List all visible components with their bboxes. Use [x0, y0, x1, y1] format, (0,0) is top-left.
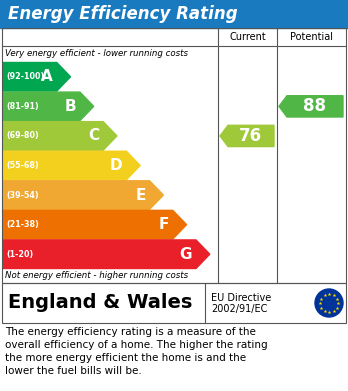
Polygon shape	[3, 63, 71, 91]
Text: EU Directive: EU Directive	[211, 293, 271, 303]
Circle shape	[315, 289, 343, 317]
Text: 76: 76	[239, 127, 262, 145]
Text: (81-91): (81-91)	[6, 102, 39, 111]
Text: E: E	[135, 188, 145, 203]
Text: Very energy efficient - lower running costs: Very energy efficient - lower running co…	[5, 49, 188, 58]
Text: overall efficiency of a home. The higher the rating: overall efficiency of a home. The higher…	[5, 340, 268, 350]
Bar	[2, 283, 346, 323]
Text: (92-100): (92-100)	[6, 72, 44, 81]
Text: B: B	[64, 99, 76, 114]
Text: (39-54): (39-54)	[6, 190, 39, 199]
Polygon shape	[3, 122, 117, 150]
Text: England & Wales: England & Wales	[8, 294, 192, 312]
Text: the more energy efficient the home is and the: the more energy efficient the home is an…	[5, 353, 246, 363]
Text: (55-68): (55-68)	[6, 161, 39, 170]
Bar	[2, 28, 346, 283]
Text: D: D	[110, 158, 122, 173]
Text: (1-20): (1-20)	[6, 250, 33, 259]
Polygon shape	[3, 210, 187, 239]
Polygon shape	[3, 240, 210, 269]
Text: C: C	[88, 128, 99, 143]
Text: lower the fuel bills will be.: lower the fuel bills will be.	[5, 366, 142, 376]
Polygon shape	[3, 181, 163, 209]
Bar	[0, 0, 348, 28]
Polygon shape	[3, 151, 140, 180]
Text: 88: 88	[303, 97, 326, 115]
Text: (69-80): (69-80)	[6, 131, 39, 140]
Text: A: A	[41, 69, 53, 84]
Text: Potential: Potential	[290, 32, 333, 42]
Text: 2002/91/EC: 2002/91/EC	[211, 304, 267, 314]
Polygon shape	[3, 92, 94, 121]
Text: F: F	[158, 217, 169, 232]
Text: Not energy efficient - higher running costs: Not energy efficient - higher running co…	[5, 271, 188, 280]
Text: Current: Current	[229, 32, 266, 42]
Text: Energy Efficiency Rating: Energy Efficiency Rating	[8, 5, 238, 23]
Polygon shape	[220, 125, 274, 147]
Text: (21-38): (21-38)	[6, 220, 39, 229]
Text: G: G	[180, 247, 192, 262]
Text: The energy efficiency rating is a measure of the: The energy efficiency rating is a measur…	[5, 327, 256, 337]
Polygon shape	[279, 96, 343, 117]
